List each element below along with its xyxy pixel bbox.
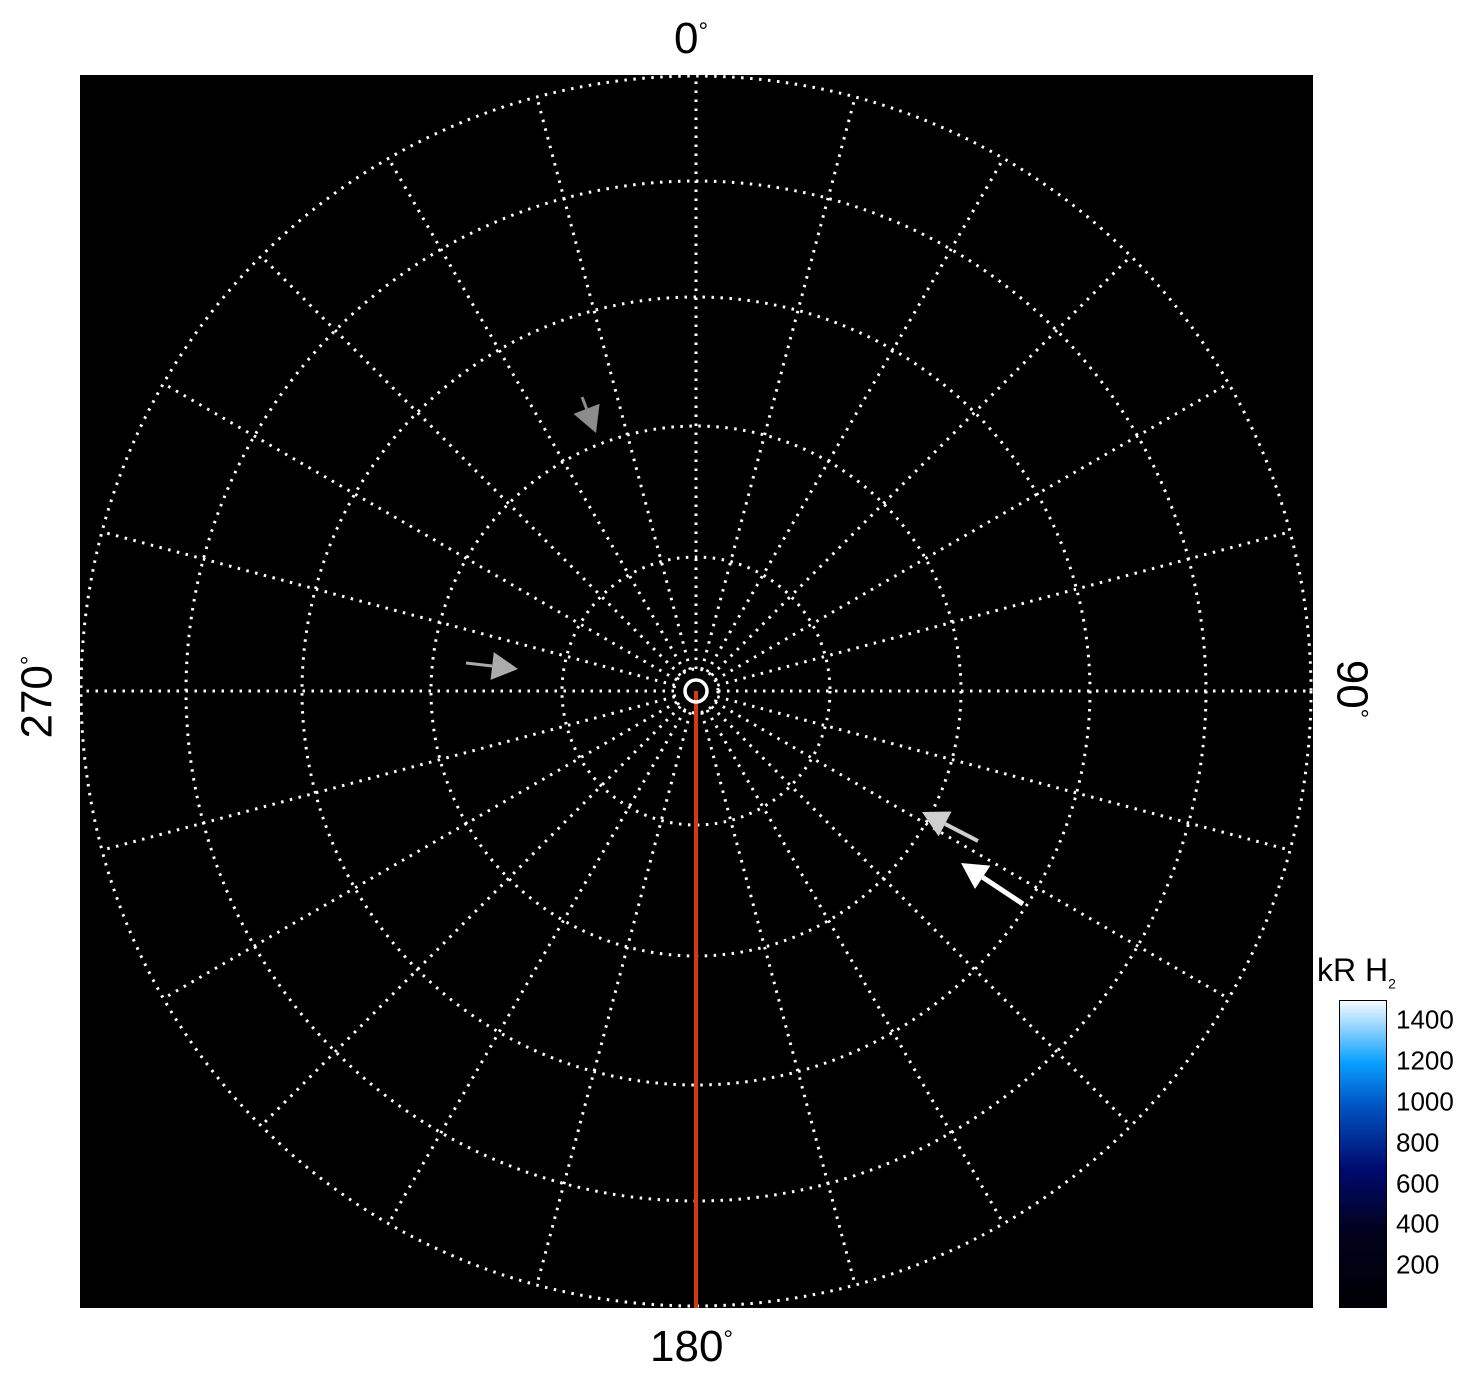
arrow-head — [961, 863, 991, 890]
colorbar-title: kR H2 — [1317, 952, 1396, 992]
angle-label-right: 90° — [1327, 659, 1377, 719]
arrows — [465, 396, 1025, 907]
arrow-head — [922, 811, 952, 837]
colorbar-tick-label: 1200 — [1396, 1045, 1454, 1076]
colorbar-tick-label: 200 — [1396, 1249, 1440, 1280]
colorbar-tick-label: 600 — [1396, 1168, 1440, 1199]
colorbar-tick-label: 1400 — [1396, 1004, 1454, 1035]
angle-label-bottom: 180° — [650, 1322, 734, 1371]
angle-label-top: 0° — [674, 14, 709, 63]
arrow-head — [490, 652, 518, 680]
arrow-shaft — [465, 661, 493, 668]
colorbar-tick-label: 1000 — [1396, 1086, 1454, 1117]
arrow-shaft — [981, 875, 1025, 907]
arrow-shaft — [944, 822, 979, 843]
pole-marker — [683, 678, 709, 704]
arrow-head — [573, 403, 600, 433]
colorbar — [1339, 1000, 1387, 1308]
colorbar-tick-label: 400 — [1396, 1208, 1440, 1239]
arrow-shaft — [580, 396, 588, 410]
colorbar-tick-label: 800 — [1396, 1127, 1440, 1158]
angle-label-left: 270° — [12, 655, 62, 739]
latitude-circle — [300, 295, 1092, 1087]
latitude-circle — [79, 74, 1313, 1308]
latitude-circle — [560, 555, 832, 827]
